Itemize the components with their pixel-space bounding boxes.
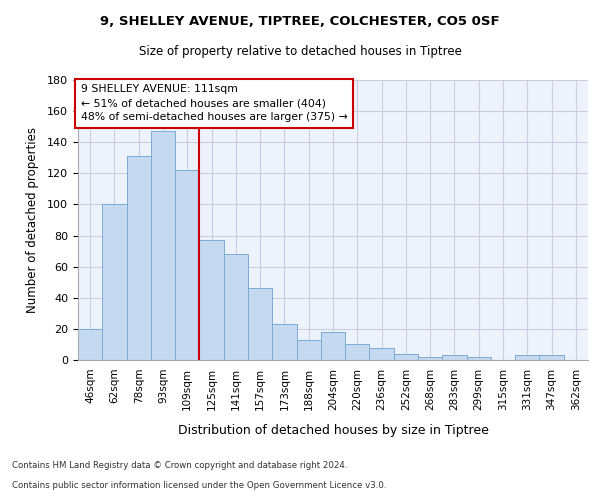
Text: Size of property relative to detached houses in Tiptree: Size of property relative to detached ho… xyxy=(139,45,461,58)
Bar xyxy=(175,170,199,360)
Bar xyxy=(370,348,394,360)
Bar xyxy=(321,332,345,360)
Y-axis label: Number of detached properties: Number of detached properties xyxy=(26,127,39,313)
Bar xyxy=(224,254,248,360)
Bar xyxy=(515,356,539,360)
Bar xyxy=(102,204,127,360)
Bar xyxy=(539,356,564,360)
Text: 9, SHELLEY AVENUE, TIPTREE, COLCHESTER, CO5 0SF: 9, SHELLEY AVENUE, TIPTREE, COLCHESTER, … xyxy=(100,15,500,28)
Bar xyxy=(127,156,151,360)
Bar xyxy=(78,329,102,360)
Bar xyxy=(345,344,370,360)
Bar xyxy=(272,324,296,360)
X-axis label: Distribution of detached houses by size in Tiptree: Distribution of detached houses by size … xyxy=(178,424,488,436)
Text: 9 SHELLEY AVENUE: 111sqm
← 51% of detached houses are smaller (404)
48% of semi-: 9 SHELLEY AVENUE: 111sqm ← 51% of detach… xyxy=(80,84,347,122)
Bar xyxy=(418,357,442,360)
Bar xyxy=(248,288,272,360)
Text: Contains public sector information licensed under the Open Government Licence v3: Contains public sector information licen… xyxy=(12,481,386,490)
Bar xyxy=(199,240,224,360)
Bar xyxy=(394,354,418,360)
Bar xyxy=(296,340,321,360)
Text: Contains HM Land Registry data © Crown copyright and database right 2024.: Contains HM Land Registry data © Crown c… xyxy=(12,461,347,470)
Bar xyxy=(467,357,491,360)
Bar xyxy=(151,132,175,360)
Bar xyxy=(442,356,467,360)
